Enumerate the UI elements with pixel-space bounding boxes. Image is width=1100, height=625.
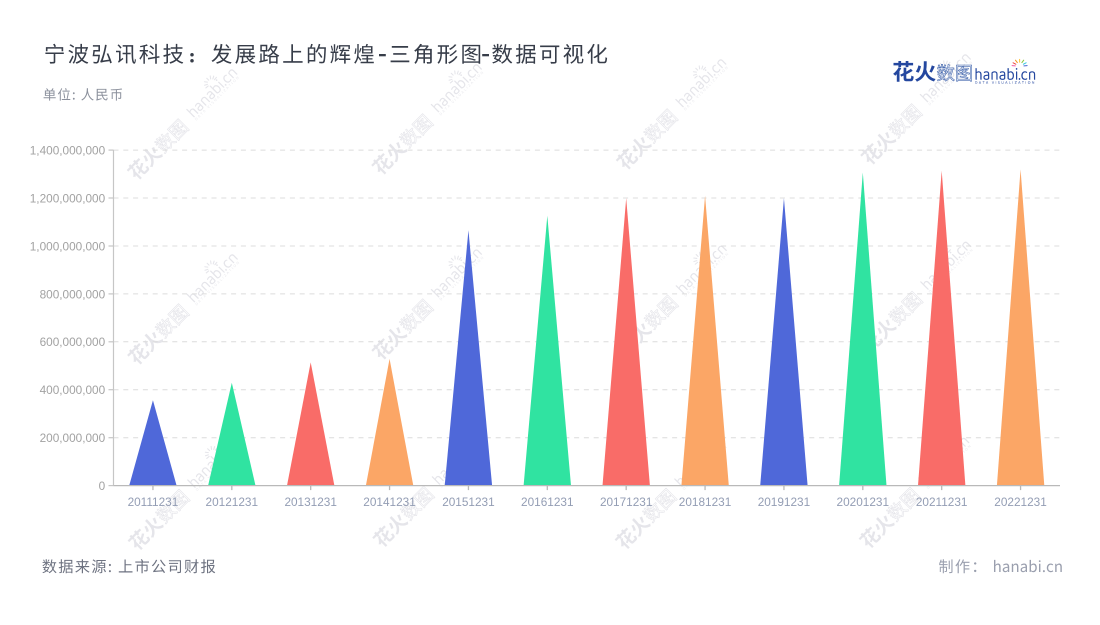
- svg-text:20211231: 20211231: [916, 495, 968, 509]
- svg-text:1,200,000,000: 1,200,000,000: [30, 191, 106, 205]
- svg-text:20161231: 20161231: [521, 495, 574, 509]
- svg-text:20131231: 20131231: [284, 495, 337, 509]
- svg-text:20121231: 20121231: [206, 495, 259, 509]
- svg-text:20151231: 20151231: [442, 495, 495, 509]
- svg-text:600,000,000: 600,000,000: [40, 335, 106, 349]
- svg-text:20191231: 20191231: [758, 495, 811, 509]
- svg-text:1,000,000,000: 1,000,000,000: [30, 239, 106, 253]
- svg-text:1,400,000,000: 1,400,000,000: [30, 144, 106, 158]
- svg-text:20201231: 20201231: [837, 495, 890, 509]
- svg-text:0: 0: [99, 479, 106, 493]
- svg-text:800,000,000: 800,000,000: [40, 287, 106, 301]
- svg-text:20221231: 20221231: [994, 495, 1047, 509]
- svg-text:400,000,000: 400,000,000: [40, 383, 106, 397]
- svg-text:20181231: 20181231: [679, 495, 732, 509]
- svg-text:200,000,000: 200,000,000: [40, 431, 106, 445]
- svg-text:20141231: 20141231: [363, 495, 416, 509]
- svg-text:20171231: 20171231: [600, 495, 653, 509]
- svg-text:20111231: 20111231: [128, 495, 179, 509]
